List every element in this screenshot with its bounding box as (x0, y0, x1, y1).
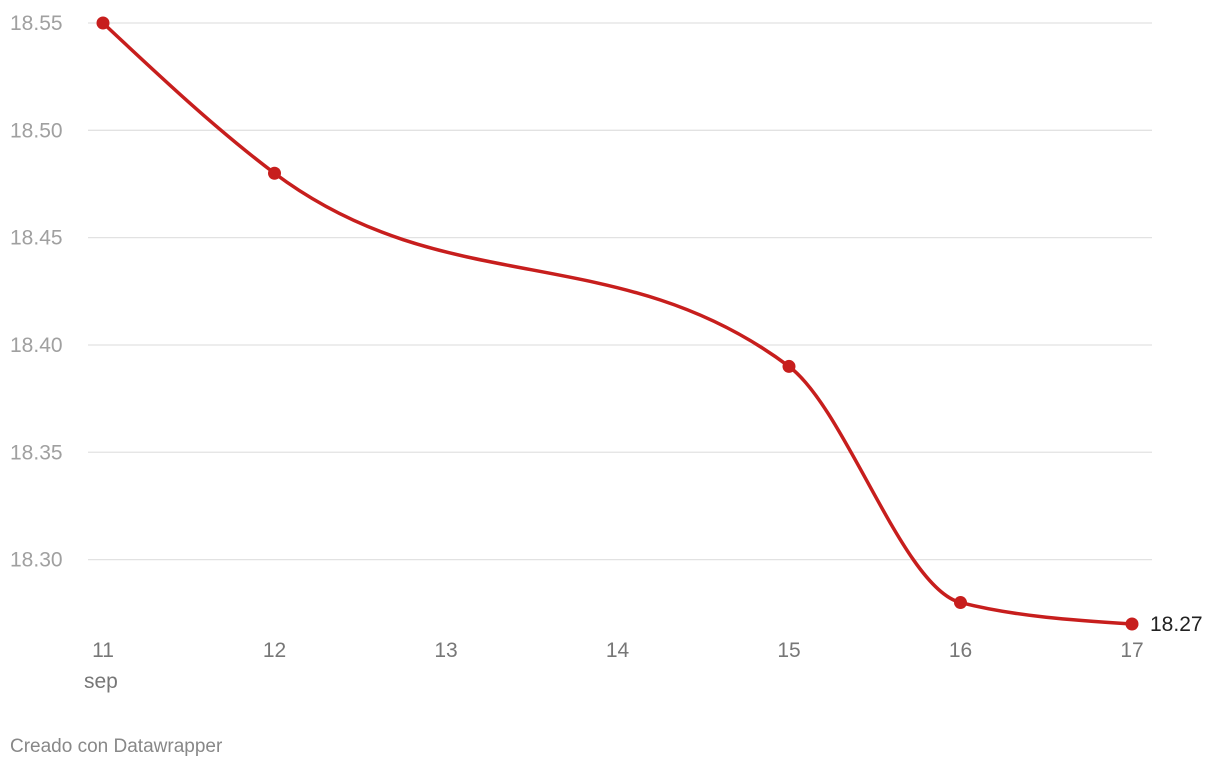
x-tick-label: 13 (434, 639, 457, 662)
y-tick-label: 18.40 (10, 334, 63, 357)
line (101, 21, 1133, 626)
x-tick-label: 12 (263, 639, 286, 662)
y-tick-label: 18.30 (10, 549, 63, 572)
x-tick-label: 17 (1120, 639, 1143, 662)
x-tick-label: 14 (606, 639, 630, 662)
x-tick-sublabel: sep (84, 670, 118, 693)
y-tick-label: 18.55 (10, 12, 63, 35)
y-tick-label: 18.35 (10, 441, 63, 464)
x-tick-label: 16 (949, 639, 972, 662)
y-tick-label: 18.45 (10, 227, 63, 250)
point (1125, 617, 1139, 631)
value-label: 18.27 (1150, 613, 1203, 636)
point (954, 596, 967, 610)
x-tick-label: 15 (777, 639, 800, 662)
x-tick-label: 11 (92, 639, 114, 662)
point (96, 16, 110, 30)
point (782, 359, 796, 373)
point (268, 166, 281, 180)
y-tick-label: 18.50 (10, 119, 63, 142)
footer: Creado con Datawrapper (10, 736, 223, 757)
